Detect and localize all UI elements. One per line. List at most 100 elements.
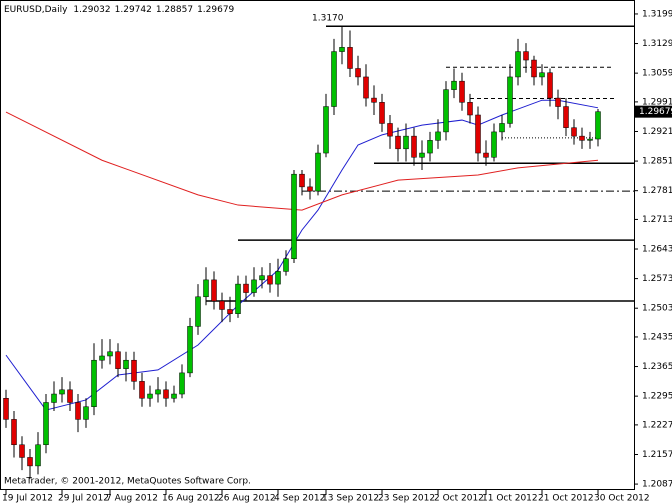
y-tick-label: 1.30590 (642, 69, 672, 79)
candle-body (587, 138, 593, 141)
candle-body (131, 359, 137, 382)
candle-body (563, 106, 569, 128)
candle-body (283, 258, 289, 272)
candle-body (523, 51, 529, 61)
candle-body (507, 76, 513, 124)
candle-body (51, 393, 57, 403)
candle-body (67, 389, 73, 403)
moving-average (5, 111, 599, 211)
candle-body (27, 457, 33, 467)
candle-body (267, 275, 273, 285)
candle-body (371, 97, 377, 103)
candle-body (379, 102, 385, 124)
candle-body (75, 402, 81, 420)
candle-body (219, 300, 225, 310)
candle-body (179, 372, 185, 395)
candle-body (475, 114, 481, 154)
candle-body (123, 359, 129, 369)
y-tick-label: 1.21570 (642, 450, 672, 460)
ohlc-low: 1.28857 (156, 5, 193, 15)
candle-body (11, 419, 17, 446)
y-tick-label: 1.29210 (642, 127, 672, 137)
candle-body (59, 389, 65, 395)
ohlc-high: 1.29742 (115, 5, 152, 15)
x-tick-label: 4 Sep 2012 (274, 494, 325, 504)
candle-body (323, 106, 329, 154)
candle-body (331, 51, 337, 107)
ohlc-close: 1.29679 (197, 5, 234, 15)
y-tick-label: 1.25730 (642, 274, 672, 284)
candle-body (115, 351, 121, 369)
x-tick-label: 29 Jul 2012 (58, 494, 109, 504)
candle-body (275, 271, 281, 285)
candle-body (107, 351, 113, 357)
candle-body (451, 80, 457, 90)
y-tick-label: 1.20870 (642, 480, 672, 490)
candle-body (427, 140, 433, 154)
x-tick-label: 11 Oct 2012 (482, 494, 538, 504)
candle-body (307, 186, 313, 192)
candle-body (411, 135, 417, 158)
x-tick-label: 21 Oct 2012 (538, 494, 594, 504)
x-tick-label: 16 Aug 2012 (162, 494, 220, 504)
candle-body (499, 123, 505, 133)
candle-body (539, 72, 545, 78)
candle-body (459, 80, 465, 103)
candle-body (363, 76, 369, 99)
candle-body (91, 359, 97, 407)
candle-body (19, 444, 25, 458)
x-tick-label: 26 Aug 2012 (218, 494, 276, 504)
candle-body (483, 152, 489, 158)
candle-body (443, 89, 449, 133)
y-tick-label: 1.22950 (642, 392, 672, 402)
y-tick-label: 1.23650 (642, 362, 672, 372)
candle-body (291, 173, 297, 259)
moving-average (5, 99, 599, 411)
candle-body (467, 102, 473, 116)
candle-body (579, 135, 585, 141)
candle-body (491, 131, 497, 158)
candle-body (339, 47, 345, 52)
candle-body (547, 72, 553, 99)
y-tick-label: 1.25030 (642, 304, 672, 314)
candle-body (419, 152, 425, 158)
candle-body (35, 444, 41, 467)
y-tick-label: 1.27810 (642, 186, 672, 196)
candle-body (299, 173, 305, 188)
candle-body (515, 51, 521, 78)
last-price-label: 1.29679 (639, 107, 672, 117)
candle-body (211, 279, 217, 302)
y-tick-label: 1.31990 (642, 9, 672, 19)
candle-body (43, 402, 49, 446)
symbol: EURUSD,Daily (4, 5, 68, 15)
candle-body (355, 68, 361, 78)
candle-body (387, 123, 393, 137)
candle-body (531, 59, 537, 78)
ohlc-open: 1.29032 (73, 5, 110, 15)
y-tick-label: 1.28510 (642, 157, 672, 167)
candle-body (139, 381, 145, 399)
y-tick-label: 1.24350 (642, 332, 672, 342)
candle-body (155, 389, 161, 395)
watermark: MetaTrader, © 2001-2012, MetaQuotes Soft… (4, 477, 251, 487)
candle-body (347, 47, 353, 69)
x-tick-label: 23 Sep 2012 (378, 494, 435, 504)
y-tick-label: 1.26430 (642, 245, 672, 255)
candle-body (147, 393, 153, 399)
x-tick-label: 7 Aug 2012 (106, 494, 158, 504)
x-tick-label: 13 Sep 2012 (322, 494, 379, 504)
candle-body (555, 97, 561, 107)
candle-body (83, 406, 89, 420)
level-label: 1.3170 (312, 14, 344, 24)
x-tick-label: 2 Oct 2012 (434, 494, 484, 504)
candle-body (435, 131, 441, 141)
candle-body (227, 309, 233, 314)
chart-title: EURUSD,Daily 1.29032 1.29742 1.28857 1.29679 (4, 5, 235, 15)
candle-body (195, 296, 201, 327)
candle-body (595, 111, 601, 140)
candle-body (187, 326, 193, 374)
candle-body (235, 283, 241, 314)
x-tick-label: 30 Oct 2012 (594, 494, 650, 504)
candle-body (99, 355, 105, 361)
